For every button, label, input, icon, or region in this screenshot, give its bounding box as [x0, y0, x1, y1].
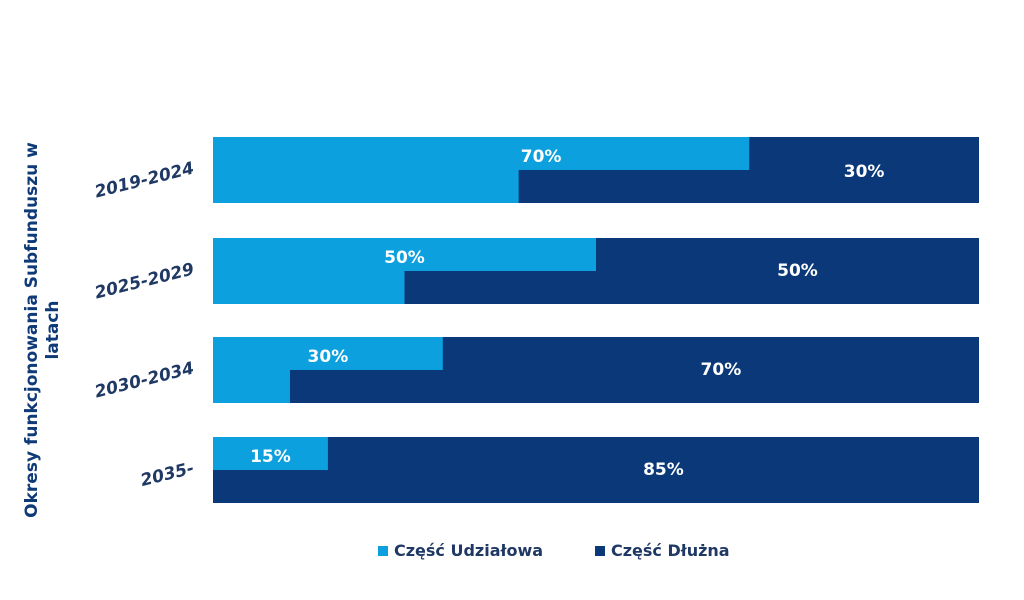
- legend-swatch-equity: [378, 545, 388, 556]
- category-label-2019-2024: 2019-2024: [93, 158, 197, 202]
- y-axis-label: Okresy funkcjonowania Subfunduszu w lata…: [22, 142, 63, 518]
- data-label-debt-2025-2029: 50%: [777, 261, 818, 281]
- legend-item-equity: Część Udziałowa: [378, 541, 543, 560]
- legend-item-debt: Część Dłużna: [595, 541, 730, 560]
- legend-label-equity: Część Udziałowa: [394, 541, 544, 560]
- legend-label-debt: Część Dłużna: [611, 541, 730, 560]
- bar-equity-2019-2024: [213, 137, 750, 170]
- bar-equity-lower-2025-2029: [213, 271, 405, 304]
- bar-equity-lower-2019-2024: [213, 170, 519, 203]
- data-label-equity-2025-2029: 50%: [384, 248, 425, 268]
- category-label-2025-2029: 2025-2029: [93, 259, 197, 303]
- data-label-equity-2035-: 15%: [250, 447, 291, 467]
- data-label-equity-2019-2024: 70%: [521, 147, 562, 167]
- data-label-debt-2035-: 85%: [643, 460, 684, 480]
- bar-equity-2030-2034: [213, 337, 443, 370]
- legend-swatch-debt: [595, 545, 605, 556]
- legend: Część Udziałowa Część Dłużna: [0, 541, 1024, 565]
- category-label-2030-2034: 2030-2034: [93, 358, 197, 402]
- bar-debt-2035-: [213, 437, 979, 503]
- category-label-2035-: 2035-: [139, 458, 197, 491]
- data-label-debt-2030-2034: 70%: [701, 360, 742, 380]
- bar-equity-2025-2029: [213, 238, 596, 271]
- bar-equity-lower-2030-2034: [213, 370, 290, 403]
- data-label-equity-2030-2034: 30%: [308, 347, 349, 367]
- data-label-debt-2019-2024: 30%: [844, 162, 885, 182]
- bar-equity-2035-: [213, 437, 328, 470]
